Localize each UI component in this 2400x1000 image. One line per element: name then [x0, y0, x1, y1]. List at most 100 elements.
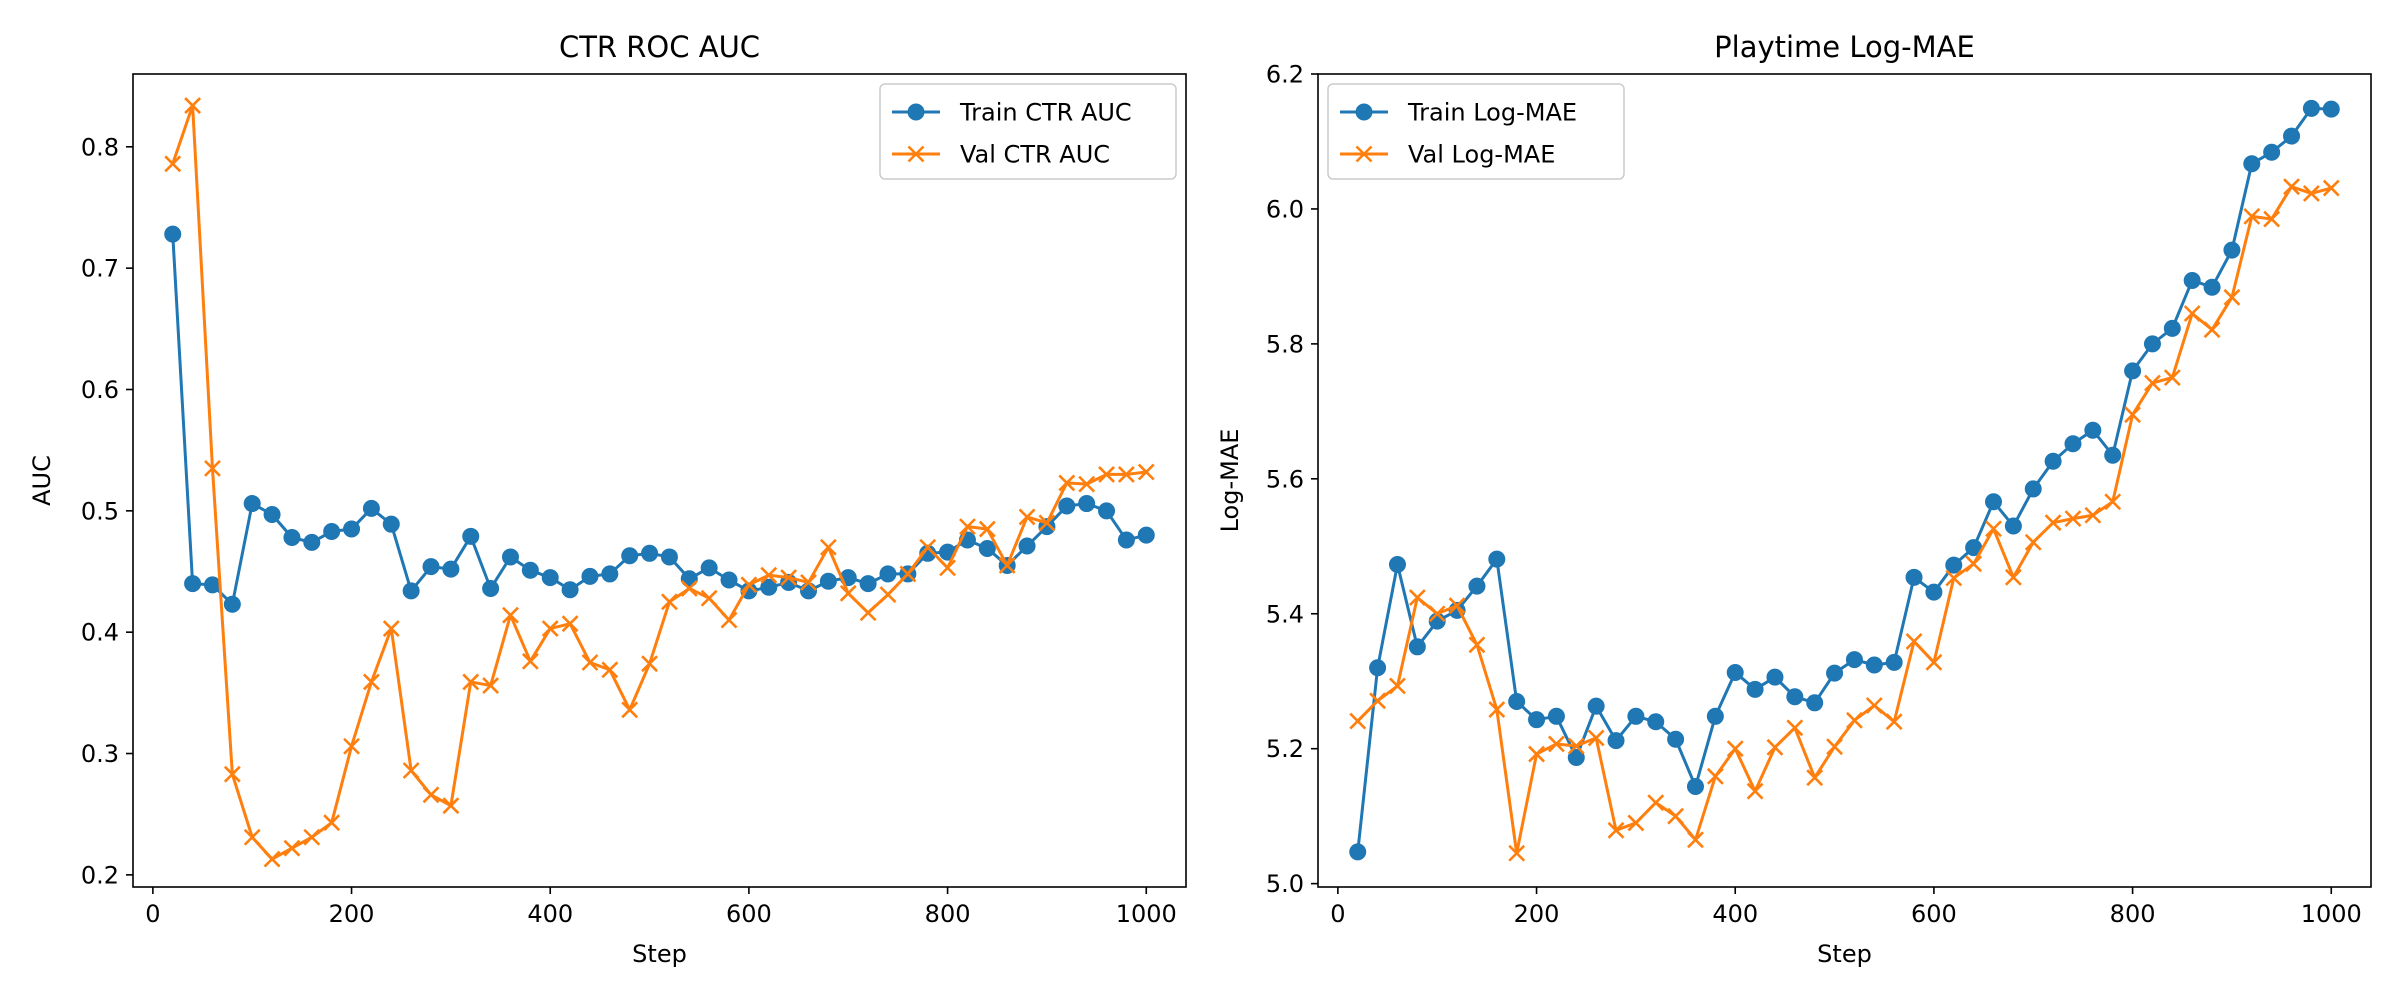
- y-tick-label: 0.4: [81, 619, 119, 647]
- data-point: [1985, 493, 2003, 511]
- data-point: [1117, 531, 1135, 549]
- data-point: [939, 559, 957, 577]
- data-point: [2163, 369, 2181, 387]
- data-point: [1137, 463, 1155, 481]
- data-point: [2263, 210, 2281, 228]
- data-point: [2283, 178, 2300, 196]
- x-tick-label: 0: [1330, 900, 1345, 928]
- data-point: [740, 576, 758, 594]
- data-point: [204, 459, 221, 477]
- legend: Train Log-MAE Val Log-MAE: [1327, 83, 1625, 180]
- data-point: [1786, 688, 1804, 706]
- data-point: [482, 677, 500, 694]
- data-point: [442, 560, 460, 578]
- data-point: [1058, 497, 1076, 515]
- data-point: [800, 582, 818, 600]
- legend-swatch-marker: [1355, 103, 1373, 121]
- data-point: [1349, 843, 1367, 861]
- data-point: [1826, 738, 1843, 756]
- data-point: [2024, 533, 2042, 551]
- data-point: [2144, 374, 2161, 392]
- data-point: [1846, 711, 1863, 729]
- data-point: [1726, 663, 1744, 681]
- series-val-log-mae: [1349, 178, 2340, 862]
- legend-swatch-marker: [907, 103, 925, 121]
- data-point: [541, 569, 559, 587]
- y-tick-label: 5.8: [1266, 330, 1304, 358]
- ctr-auc-panel: CTR ROC AUC Step AUC 0 200 400 600 800 1000 0…: [28, 30, 1187, 968]
- y-tick-label: 0.3: [81, 740, 119, 768]
- data-point: [1667, 730, 1685, 748]
- data-point: [362, 673, 380, 691]
- data-point: [561, 581, 579, 599]
- data-point: [561, 615, 579, 633]
- legend-item-val-log-mae: Val Log-MAE: [1340, 141, 1555, 169]
- data-point: [641, 655, 658, 673]
- data-point: [462, 527, 480, 545]
- y-tick-label: 0.5: [81, 497, 119, 525]
- data-point: [1018, 537, 1036, 555]
- data-point: [800, 574, 817, 591]
- data-point: [978, 520, 996, 538]
- series-train-log-mae: [1349, 99, 2340, 861]
- data-point: [263, 850, 281, 868]
- data-point: [660, 548, 678, 566]
- data-point: [2044, 452, 2062, 470]
- y-tick-label: 5.2: [1266, 735, 1304, 763]
- playtime-log-mae-panel: Playtime Log-MAE Step Log-MAE 0 200 400 600…: [1216, 30, 2372, 968]
- data-point: [819, 572, 837, 590]
- data-point: [283, 839, 301, 857]
- y-tick-label: 6.0: [1266, 195, 1304, 223]
- data-point: [1806, 769, 1824, 787]
- legend-box: [1327, 83, 1625, 180]
- data-point: [521, 561, 539, 579]
- legend-swatch-marker: [907, 145, 925, 163]
- x-tick-label: 600: [1911, 900, 1957, 928]
- data-point: [1038, 514, 1056, 532]
- data-point: [462, 673, 480, 691]
- data-point: [1408, 589, 1426, 606]
- data-point: [1117, 466, 1135, 483]
- data-point: [263, 505, 281, 523]
- data-point: [1428, 605, 1446, 623]
- x-tick-label: 800: [2110, 900, 2156, 928]
- data-point: [343, 737, 360, 755]
- data-point: [1627, 707, 1645, 725]
- data-point: [621, 701, 639, 719]
- data-point: [1686, 777, 1704, 795]
- data-point: [541, 620, 559, 637]
- data-point: [1567, 737, 1585, 755]
- data-point: [2104, 446, 2122, 464]
- data-point: [1905, 632, 1923, 650]
- chart-title: Playtime Log-MAE: [1714, 30, 1975, 64]
- data-point: [859, 575, 877, 593]
- data-point: [2084, 421, 2102, 439]
- data-point: [323, 814, 341, 832]
- y-tick-label: 0.2: [81, 861, 119, 889]
- data-point: [700, 589, 718, 607]
- data-point: [1098, 502, 1116, 520]
- data-point: [223, 765, 241, 783]
- data-point: [243, 828, 261, 846]
- data-point: [1508, 692, 1526, 710]
- data-point: [919, 538, 937, 556]
- legend-label: Train CTR AUC: [959, 99, 1132, 127]
- data-point: [1587, 697, 1605, 715]
- data-point: [959, 518, 976, 536]
- data-point: [1388, 555, 1406, 573]
- data-point: [819, 538, 837, 556]
- data-point: [621, 547, 639, 565]
- data-point: [502, 606, 519, 624]
- data-point: [2084, 506, 2102, 524]
- x-tick-label: 1000: [1116, 900, 1177, 928]
- data-point: [2163, 319, 2181, 337]
- data-point: [1726, 740, 1744, 758]
- x-tick-label: 400: [1712, 900, 1758, 928]
- data-point: [2064, 510, 2082, 528]
- data-point: [1508, 844, 1526, 862]
- data-point: [1865, 656, 1883, 674]
- y-ticks: 5.0 5.2 5.4 5.6 5.8 6.0 6.2: [1266, 61, 1318, 898]
- y-tick-label: 5.6: [1266, 465, 1304, 493]
- data-point: [1845, 651, 1863, 669]
- data-point: [2263, 143, 2281, 161]
